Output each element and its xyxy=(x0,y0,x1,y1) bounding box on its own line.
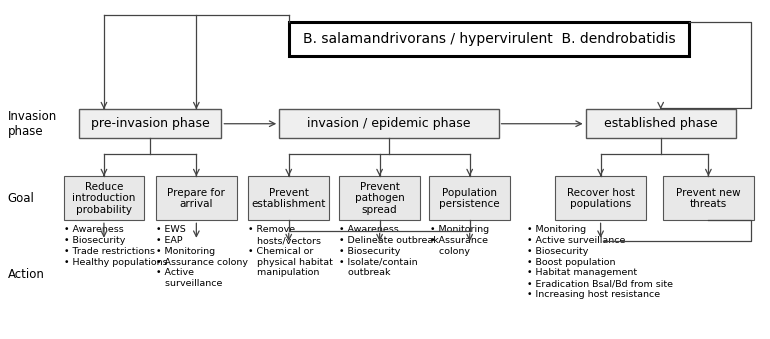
Text: Action: Action xyxy=(8,268,45,281)
FancyBboxPatch shape xyxy=(339,176,420,220)
Text: • Remove
   hosts/vectors
• Chemical or
   physical habitat
   manipulation: • Remove hosts/vectors • Chemical or phy… xyxy=(248,225,333,277)
FancyBboxPatch shape xyxy=(555,176,646,220)
Text: Invasion
phase: Invasion phase xyxy=(8,110,57,138)
Text: • Awareness
• Delineate outbreak
• Biosecurity
• Isolate/contain
   outbreak: • Awareness • Delineate outbreak • Biose… xyxy=(339,225,439,277)
Text: invasion / epidemic phase: invasion / epidemic phase xyxy=(307,117,470,130)
Text: pre-invasion phase: pre-invasion phase xyxy=(91,117,209,130)
FancyBboxPatch shape xyxy=(64,176,145,220)
FancyBboxPatch shape xyxy=(585,109,736,138)
Text: B. salamandrivorans / hypervirulent  B. dendrobatidis: B. salamandrivorans / hypervirulent B. d… xyxy=(303,32,675,46)
Text: • Monitoring
• Assurance
   colony: • Monitoring • Assurance colony xyxy=(430,225,489,256)
Text: Population
persistence: Population persistence xyxy=(440,187,500,209)
FancyBboxPatch shape xyxy=(79,109,222,138)
Text: Reduce
introduction
probability: Reduce introduction probability xyxy=(72,182,136,215)
Text: Prevent
establishment: Prevent establishment xyxy=(252,187,326,209)
Text: • EWS
• EAP
• Monitoring
• Assurance colony
• Active
   surveillance: • EWS • EAP • Monitoring • Assurance col… xyxy=(156,225,247,288)
Text: Prevent new
threats: Prevent new threats xyxy=(676,187,741,209)
FancyBboxPatch shape xyxy=(663,176,754,220)
Text: Goal: Goal xyxy=(8,192,35,205)
Text: Prepare for
arrival: Prepare for arrival xyxy=(167,187,226,209)
FancyBboxPatch shape xyxy=(280,109,499,138)
Text: Prevent
pathogen
spread: Prevent pathogen spread xyxy=(355,182,404,215)
Text: established phase: established phase xyxy=(604,117,718,130)
Text: • Monitoring
• Active surveillance
• Biosecurity
• Boost population
• Habitat ma: • Monitoring • Active surveillance • Bio… xyxy=(527,225,674,299)
Text: • Awareness
• Biosecurity
• Trade restrictions
• Healthy populations: • Awareness • Biosecurity • Trade restri… xyxy=(64,225,168,267)
FancyBboxPatch shape xyxy=(289,22,689,56)
FancyBboxPatch shape xyxy=(430,176,510,220)
FancyBboxPatch shape xyxy=(248,176,330,220)
Text: Recover host
populations: Recover host populations xyxy=(567,187,634,209)
FancyBboxPatch shape xyxy=(156,176,237,220)
